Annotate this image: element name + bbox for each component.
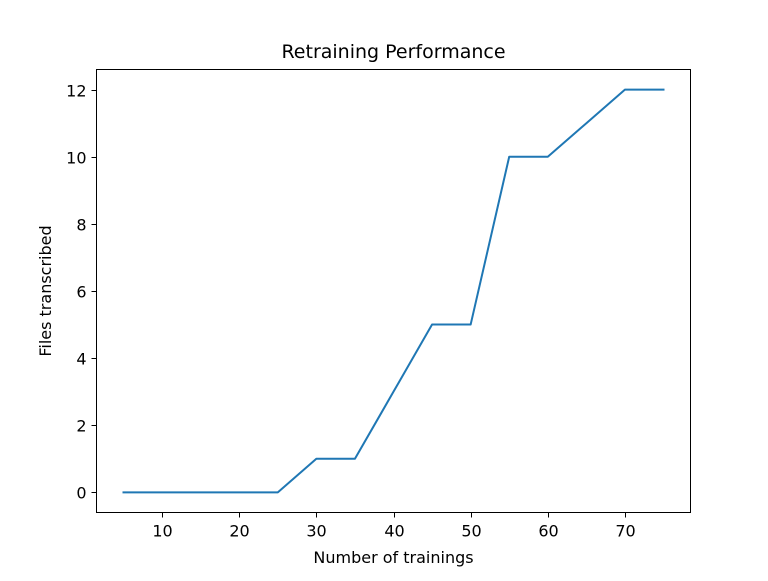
y-tick-label: 2 — [76, 417, 86, 436]
y-tick-label: 12 — [66, 82, 86, 101]
x-axis-label: Number of trainings — [313, 548, 473, 567]
y-tick-label: 6 — [76, 283, 86, 302]
y-tick-label: 0 — [76, 484, 86, 503]
x-tick-label: 20 — [229, 522, 249, 541]
x-tick-label: 60 — [538, 522, 558, 541]
x-tick-label: 70 — [615, 522, 635, 541]
y-tick-label: 10 — [66, 149, 86, 168]
x-tick-label: 50 — [461, 522, 481, 541]
y-axis-label: Files transcribed — [36, 225, 55, 356]
x-tick-label: 10 — [152, 522, 172, 541]
y-tick-label: 8 — [76, 216, 86, 235]
x-tick-label: 40 — [384, 522, 404, 541]
y-tick-label: 4 — [76, 350, 86, 369]
x-tick-label: 30 — [306, 522, 326, 541]
chart-title: Retraining Performance — [281, 41, 505, 63]
